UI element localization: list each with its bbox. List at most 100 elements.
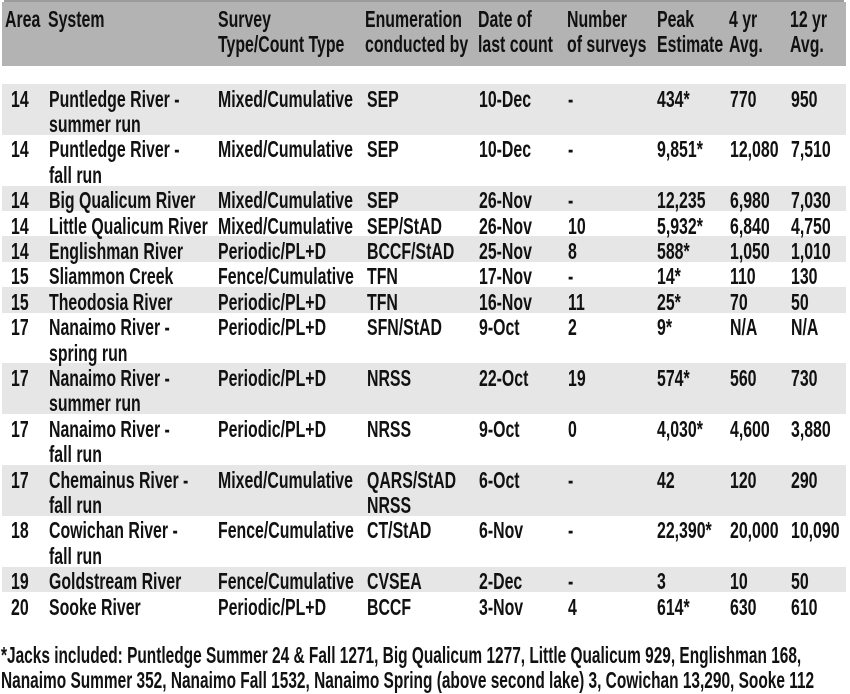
cell-peak-estimate-value: 434*	[657, 85, 690, 112]
cell-area: 14	[2, 84, 46, 135]
cell-last-count-date: 9-Oct	[478, 313, 566, 364]
table-row: 17 Chemainus River - fall run Mixed/Cumula…	[2, 465, 846, 518]
cell-system: Nanaimo River - summer run	[46, 363, 217, 417]
cell-last-count-date-value: 9-Oct	[478, 415, 520, 442]
cell-enumeration: BCCF	[365, 592, 478, 620]
cell-num-surveys-value: -	[568, 568, 574, 595]
cell-avg-4yr: 20,000	[728, 516, 790, 567]
cell-system-value: Little Qualicum River	[48, 212, 208, 239]
cell-enumeration-value: SEP	[367, 136, 399, 163]
cell-survey-type: Periodic/PL+D	[217, 592, 365, 620]
cell-area-value: 15	[11, 288, 29, 315]
cell-peak-estimate-value: 14*	[657, 263, 681, 290]
cell-survey-type: Periodic/PL+D	[217, 363, 365, 414]
cell-system-value: Englishman River	[48, 237, 183, 264]
cell-last-count-date: 22-Oct	[478, 363, 566, 414]
cell-enumeration: NRSS	[365, 414, 478, 465]
cell-num-surveys-value: 0	[568, 415, 577, 442]
cell-num-surveys-value: 10	[568, 212, 586, 239]
cell-area: 14	[2, 135, 46, 186]
column-header-survey-type: Survey Type/Count Type	[217, 5, 365, 67]
cell-avg-12yr-value: 730	[790, 364, 817, 391]
cell-num-surveys: 8	[566, 236, 656, 264]
cell-avg-4yr: 10	[728, 567, 790, 594]
cell-survey-type: Fence/Cumulative	[217, 516, 365, 567]
cell-last-count-date-value: 26-Nov	[478, 187, 532, 214]
table-row: 17 Nanaimo River - fall run Periodic/PL+D N…	[2, 414, 846, 468]
cell-avg-12yr: 10,090	[790, 516, 846, 567]
cell-avg-12yr: 950	[790, 84, 846, 135]
cell-last-count-date-value: 26-Nov	[478, 212, 532, 239]
cell-area-value: 20	[11, 593, 29, 620]
cell-survey-type: Mixed/Cumulative	[217, 211, 365, 239]
cell-area: 14	[2, 236, 46, 264]
cell-avg-4yr-value: N/A	[729, 314, 757, 341]
cell-avg-4yr: 560	[728, 363, 790, 414]
cell-system-value: Big Qualicum River	[48, 187, 195, 214]
cell-last-count-date: 6-Oct	[478, 465, 566, 516]
cell-area-value: 15	[11, 263, 29, 290]
cell-num-surveys: -	[566, 135, 656, 186]
cell-system: Nanaimo River - spring run	[46, 313, 217, 366]
cell-system-value: Nanaimo River - fall run	[48, 415, 170, 468]
cell-enumeration: SEP	[365, 135, 478, 186]
table-row: 14 Puntledge River - fall run Mixed/Cumula…	[2, 134, 846, 187]
cell-enumeration: NRSS	[365, 363, 478, 414]
cell-survey-type: Fence/Cumulative	[217, 567, 365, 594]
cell-enumeration-value: BCCF	[367, 593, 412, 620]
cell-last-count-date: 26-Nov	[478, 186, 566, 214]
cell-enumeration-value: SEP	[367, 187, 399, 214]
cell-system-value: Nanaimo River - summer run	[48, 364, 170, 417]
cell-avg-12yr-value: 3,880	[790, 415, 831, 442]
cell-system-value: Sliammon Creek	[48, 263, 173, 290]
column-header-avg-4yr: 4 yr Avg.	[728, 5, 790, 67]
cell-num-surveys-value: -	[568, 85, 574, 112]
cell-num-surveys-value: 19	[568, 364, 586, 391]
cell-last-count-date-value: 10-Dec	[478, 85, 531, 112]
column-header-area-label: Area	[5, 6, 41, 32]
cell-peak-estimate: 3	[656, 567, 728, 595]
cell-avg-12yr: 7,030	[790, 186, 846, 213]
cell-enumeration-value: TFN	[367, 288, 398, 315]
cell-survey-type-value: Mixed/Cumulative	[217, 466, 353, 493]
cell-system: Englishman River	[46, 236, 217, 264]
cell-peak-estimate-value: 4,030*	[657, 415, 703, 442]
cell-avg-12yr-value: 610	[790, 593, 817, 620]
cell-survey-type-value: Fence/Cumulative	[217, 263, 354, 290]
table-top-rule	[4, 0, 844, 2]
cell-survey-type-value: Mixed/Cumulative	[217, 212, 353, 239]
cell-peak-estimate-value: 3	[657, 568, 666, 595]
cell-survey-type-value: Periodic/PL+D	[217, 237, 326, 264]
cell-avg-4yr-value: 110	[729, 263, 756, 290]
table-row: 19 Goldstream River Fence/Cumulative CVSEA 2…	[2, 566, 846, 595]
cell-survey-type: Periodic/PL+D	[217, 287, 365, 315]
cell-avg-4yr: 4,600	[728, 414, 790, 465]
cell-enumeration-value: SEP/StAD	[367, 212, 442, 239]
cell-enumeration: CT/StAD	[365, 516, 478, 567]
cell-enumeration: BCCF/StAD	[365, 236, 478, 264]
cell-peak-estimate: 25*	[656, 287, 728, 315]
cell-survey-type-value: Periodic/PL+D	[217, 288, 326, 315]
cell-survey-type: Mixed/Cumulative	[217, 465, 365, 516]
cell-system: Sliammon Creek	[46, 262, 217, 290]
cell-last-count-date-value: 2-Dec	[478, 568, 522, 595]
cell-avg-12yr: 290	[790, 465, 846, 516]
cell-system-value: Chemainus River - fall run	[48, 466, 188, 518]
cell-avg-4yr: 630	[728, 592, 790, 620]
cell-peak-estimate: 614*	[656, 592, 728, 620]
cell-avg-12yr: 730	[790, 363, 846, 414]
cell-avg-12yr: N/A	[790, 313, 846, 364]
cell-last-count-date-value: 9-Oct	[478, 314, 520, 341]
cell-peak-estimate-value: 5,932*	[657, 212, 703, 239]
cell-area-value: 14	[11, 136, 29, 163]
cell-area-value: 14	[11, 85, 29, 112]
cell-last-count-date: 10-Dec	[478, 84, 566, 135]
cell-survey-type-value: Periodic/PL+D	[217, 364, 326, 391]
cell-area: 17	[2, 363, 46, 414]
cell-num-surveys-value: -	[568, 136, 574, 163]
cell-last-count-date: 16-Nov	[478, 287, 566, 315]
cell-area-value: 14	[11, 212, 29, 239]
cell-system: Chemainus River - fall run	[46, 465, 217, 518]
cell-survey-type: Periodic/PL+D	[217, 313, 365, 364]
